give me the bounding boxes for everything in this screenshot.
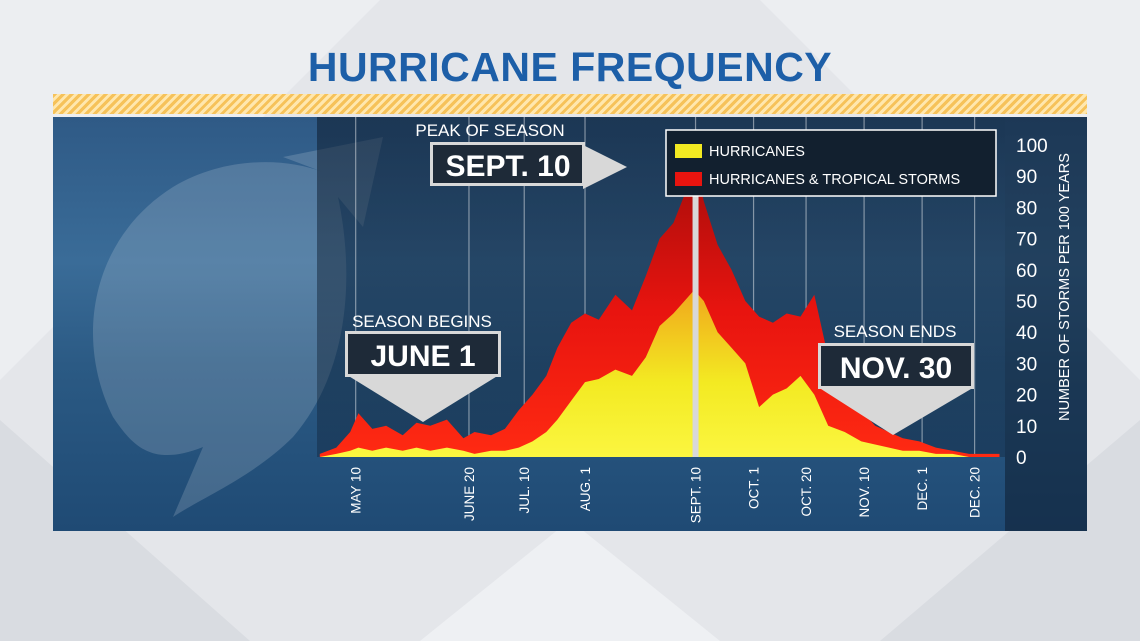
season-begins-arrow-icon bbox=[347, 375, 499, 422]
season-ends-caption: SEASON ENDS bbox=[834, 322, 957, 341]
y-axis-band bbox=[1005, 117, 1087, 531]
y-tick-label: 0 bbox=[1016, 448, 1027, 469]
chart-panel: MAY 10 JUNE 20 JUL. 10 AUG. 1 SEPT. 10 OCT. 1… bbox=[53, 117, 1087, 531]
y-tick-label: 40 bbox=[1016, 323, 1037, 344]
decorative-stripe bbox=[53, 94, 1087, 114]
y-tick-label: 90 bbox=[1016, 167, 1037, 188]
season-begins-annotation: SEASON BEGINS JUNE 1 bbox=[345, 312, 501, 422]
y-tick-label: 100 bbox=[1016, 136, 1048, 157]
storm-symbol-watermark bbox=[93, 137, 383, 517]
y-tick-label: 60 bbox=[1016, 261, 1037, 282]
x-axis-tick-labels: MAY 10 JUNE 20 JUL. 10 AUG. 1 SEPT. 10 OCT. 1… bbox=[349, 467, 983, 523]
y-tick-label: 10 bbox=[1016, 417, 1037, 438]
x-tick-label: MAY 10 bbox=[349, 467, 364, 514]
y-tick-label: 80 bbox=[1016, 198, 1037, 219]
x-tick-label: AUG. 1 bbox=[578, 467, 593, 511]
y-tick-label: 50 bbox=[1016, 292, 1037, 313]
x-tick-label: OCT. 20 bbox=[799, 467, 814, 517]
legend-label-hurricanes: HURRICANES bbox=[709, 144, 805, 160]
peak-arrow-icon bbox=[583, 145, 627, 189]
y-axis-label: NUMBER OF STORMS PER 100 YEARS bbox=[1057, 153, 1073, 421]
x-tick-label: SEPT. 10 bbox=[689, 467, 704, 523]
peak-caption: PEAK OF SEASON bbox=[415, 121, 564, 140]
season-begins-caption: SEASON BEGINS bbox=[352, 312, 492, 331]
legend-swatch-hurricanes bbox=[675, 144, 702, 158]
season-begins-date: JUNE 1 bbox=[370, 340, 475, 373]
season-ends-annotation: SEASON ENDS NOV. 30 bbox=[818, 322, 974, 435]
legend-label-hurricanes-tropical-storms: HURRICANES & TROPICAL STORMS bbox=[709, 172, 960, 188]
chart-title: HURRICANE FREQUENCY bbox=[307, 44, 833, 90]
y-tick-label: 30 bbox=[1016, 354, 1037, 375]
peak-date: SEPT. 10 bbox=[445, 150, 570, 183]
x-tick-label: JUNE 20 bbox=[462, 467, 477, 521]
season-ends-date: NOV. 30 bbox=[840, 352, 952, 385]
legend: HURRICANES HURRICANES & TROPICAL STORMS bbox=[665, 129, 997, 197]
area-hurricanes bbox=[319, 291, 1000, 457]
y-axis-tick-labels: 0 10 20 30 40 50 60 70 80 90 100 bbox=[1016, 136, 1048, 469]
legend-swatch-hurricanes-tropical-storms bbox=[675, 172, 702, 186]
x-tick-label: NOV. 10 bbox=[857, 467, 872, 518]
x-tick-label: OCT. 1 bbox=[747, 467, 762, 509]
x-tick-label: JUL. 10 bbox=[517, 467, 532, 514]
x-tick-label: DEC. 1 bbox=[915, 467, 930, 511]
x-tick-label: DEC. 20 bbox=[968, 467, 983, 518]
y-tick-label: 20 bbox=[1016, 386, 1037, 407]
season-ends-arrow-icon bbox=[821, 389, 971, 435]
y-tick-label: 70 bbox=[1016, 230, 1037, 251]
peak-annotation: PEAK OF SEASON SEPT. 10 bbox=[415, 121, 627, 189]
